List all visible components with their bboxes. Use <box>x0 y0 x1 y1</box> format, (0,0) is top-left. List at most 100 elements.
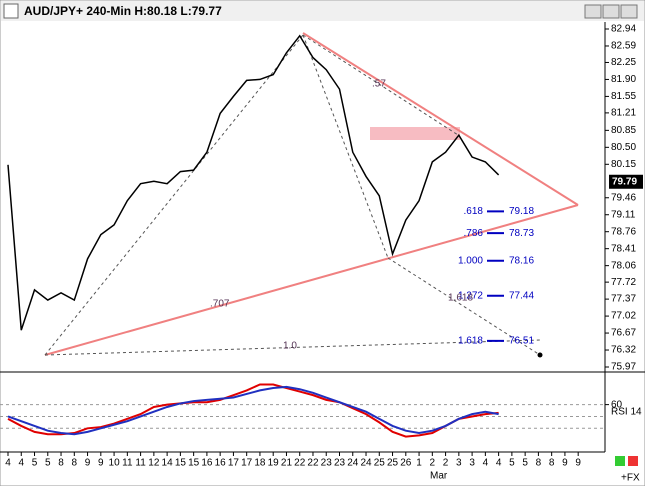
annotation: .57 <box>372 79 386 90</box>
x-tick-label: 8 <box>549 458 555 469</box>
maximize-button[interactable] <box>602 4 620 19</box>
x-tick-label: 17 <box>241 458 253 469</box>
x-tick-label: 9 <box>562 458 568 469</box>
x-tick-label: 25 <box>387 458 399 469</box>
y-tick-label: 60 <box>611 399 623 410</box>
y-tick-label: 80.15 <box>611 159 636 170</box>
x-tick-label: 12 <box>148 458 160 469</box>
x-tick-label: 5 <box>509 458 515 469</box>
fib-ratio: .786 <box>464 228 484 239</box>
footer-label: +FX <box>621 473 640 484</box>
x-tick-label: 24 <box>347 458 359 469</box>
y-tick-label: 75.97 <box>611 362 636 373</box>
y-tick-label: 81.21 <box>611 108 636 119</box>
x-tick-label: 23 <box>321 458 333 469</box>
fib-value: 76.51 <box>509 335 534 346</box>
y-tick-label: 80.50 <box>611 142 636 153</box>
fib-ratio: 1.000 <box>458 255 483 266</box>
x-tick-label: 9 <box>98 458 104 469</box>
x-tick-label: 4 <box>5 458 11 469</box>
x-tick-label: 5 <box>45 458 51 469</box>
last-price-label: 79.79 <box>612 176 637 187</box>
x-tick-label: 8 <box>72 458 78 469</box>
x-tick-label: 26 <box>400 458 412 469</box>
highlight-zone <box>370 127 460 140</box>
y-tick-label: 77.37 <box>611 294 636 305</box>
x-tick-label: 25 <box>374 458 386 469</box>
x-tick-label: 3 <box>456 458 462 469</box>
x-tick-label: 21 <box>281 458 293 469</box>
y-tick-label: 78.06 <box>611 260 636 271</box>
triangle-lower <box>44 204 579 356</box>
x-tick-label: 5 <box>522 458 528 469</box>
indicator-label: RSI 14 <box>611 407 642 418</box>
series-line <box>7 34 500 331</box>
last-price-box <box>609 174 643 189</box>
y-tick-label: 81.90 <box>611 74 636 85</box>
status-icon <box>628 456 638 466</box>
fib-value: 78.73 <box>509 228 534 239</box>
y-tick-label: 82.59 <box>611 41 636 52</box>
app-icon <box>3 3 19 19</box>
x-tick-label: 1 <box>416 458 422 469</box>
x-tick-label: 14 <box>162 458 174 469</box>
x-tick-label: 5 <box>32 458 38 469</box>
x-tick-label: 10 <box>109 458 121 469</box>
x-tick-label: 18 <box>254 458 266 469</box>
x-tick-label: 9 <box>85 458 91 469</box>
y-tick-label: 77.72 <box>611 277 636 288</box>
x-tick-label: 2 <box>443 458 449 469</box>
y-tick-label: 76.32 <box>611 345 636 356</box>
x-tick-label: 24 <box>360 458 372 469</box>
y-tick-label: 82.25 <box>611 57 636 68</box>
annotation: .707 <box>210 299 230 310</box>
target-point <box>537 352 543 358</box>
y-tick-label: 76.67 <box>611 328 636 339</box>
window-title: AUD/JPY+ 240-Min H:80.18 L:79.77 <box>24 4 222 18</box>
y-tick-label: 81.55 <box>611 91 636 102</box>
y-tick-label: 79.11 <box>611 209 636 220</box>
y-tick-label: 78.41 <box>611 243 636 254</box>
fib-ratio: .618 <box>464 206 484 217</box>
x-tick-label: 2 <box>430 458 436 469</box>
x-tick-label: 17 <box>228 458 240 469</box>
fib-value: 77.44 <box>509 290 534 301</box>
fib-value: 78.16 <box>509 255 534 266</box>
series-line <box>7 383 499 438</box>
x-tick-label: 19 <box>268 458 280 469</box>
minimize-button[interactable] <box>584 4 602 19</box>
status-icon <box>615 456 625 466</box>
x-tick-label: 16 <box>215 458 227 469</box>
fib-guides <box>44 34 541 356</box>
fib-value: 79.18 <box>509 206 534 217</box>
x-tick-label: 15 <box>175 458 187 469</box>
y-tick-label: 80.85 <box>611 125 636 136</box>
x-tick-label: 3 <box>469 458 475 469</box>
title-bar <box>1 1 644 21</box>
x-tick-label: 9 <box>575 458 581 469</box>
x-tick-label: 4 <box>483 458 489 469</box>
y-tick-label: 82.94 <box>611 24 636 35</box>
x-tick-label: 8 <box>58 458 64 469</box>
annotation: 1.0 <box>283 341 297 352</box>
triangle-upper <box>302 32 579 206</box>
y-tick-label: 77.02 <box>611 311 636 322</box>
x-tick-label: 11 <box>122 458 133 469</box>
annotation: 1.618 <box>448 293 473 304</box>
x-tick-label: 4 <box>18 458 24 469</box>
close-button[interactable] <box>620 4 638 19</box>
fib-ratio: 1.272 <box>458 290 483 301</box>
fib-ratio: 1.618 <box>458 335 483 346</box>
x-tick-label: 8 <box>536 458 542 469</box>
series-line <box>7 385 499 436</box>
x-tick-label: 22 <box>294 458 306 469</box>
x-tick-label: 11 <box>135 458 146 469</box>
y-tick-label: 79.46 <box>611 192 636 203</box>
x-tick-label: 22 <box>307 458 319 469</box>
month-label: Mar <box>430 471 448 482</box>
x-tick-label: 15 <box>188 458 200 469</box>
x-tick-label: 23 <box>334 458 346 469</box>
y-tick-label: 78.76 <box>611 226 636 237</box>
